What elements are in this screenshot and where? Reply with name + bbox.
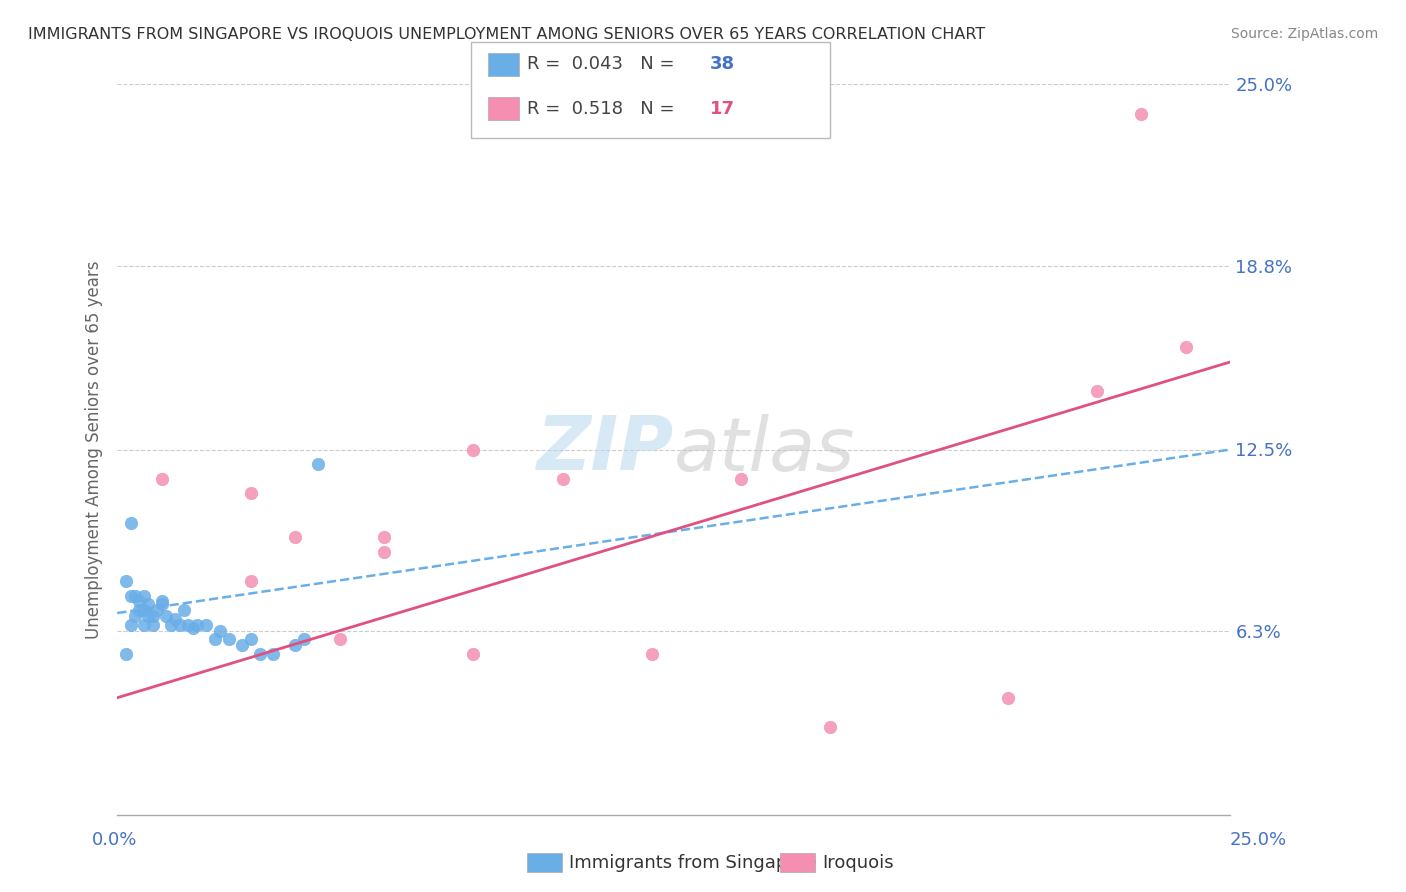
- Point: [373, 545, 395, 559]
- Text: Immigrants from Singapore: Immigrants from Singapore: [569, 854, 817, 871]
- Point: [132, 603, 155, 617]
- Y-axis label: Unemployment Among Seniors over 65 years: Unemployment Among Seniors over 65 years: [86, 260, 103, 639]
- Point: [120, 617, 142, 632]
- Point: [239, 632, 262, 647]
- Point: [1130, 106, 1153, 120]
- Text: R =  0.043   N =: R = 0.043 N =: [527, 55, 681, 73]
- Point: [463, 647, 485, 661]
- Text: ZIP: ZIP: [537, 413, 673, 486]
- Point: [124, 609, 146, 624]
- Text: IMMIGRANTS FROM SINGAPORE VS IROQUOIS UNEMPLOYMENT AMONG SENIORS OVER 65 YEARS C: IMMIGRANTS FROM SINGAPORE VS IROQUOIS UN…: [28, 27, 986, 42]
- Point: [115, 574, 138, 588]
- Point: [373, 530, 395, 544]
- Point: [120, 589, 142, 603]
- Point: [132, 617, 155, 632]
- Point: [173, 603, 195, 617]
- Text: atlas: atlas: [673, 414, 855, 485]
- Point: [239, 574, 262, 588]
- Point: [292, 632, 315, 647]
- Point: [150, 472, 173, 486]
- Text: 38: 38: [710, 55, 735, 73]
- Point: [284, 530, 307, 544]
- Point: [463, 442, 485, 457]
- Text: 25.0%: 25.0%: [1229, 831, 1286, 849]
- Point: [284, 638, 307, 652]
- Point: [150, 597, 173, 611]
- Point: [169, 617, 191, 632]
- Point: [208, 624, 231, 638]
- Point: [177, 617, 200, 632]
- Point: [146, 603, 169, 617]
- Point: [124, 589, 146, 603]
- Point: [1085, 384, 1108, 398]
- Point: [218, 632, 240, 647]
- Point: [640, 647, 662, 661]
- Point: [138, 597, 160, 611]
- Text: 0.0%: 0.0%: [91, 831, 136, 849]
- Point: [142, 609, 165, 624]
- Point: [551, 472, 574, 486]
- Point: [231, 638, 253, 652]
- Point: [730, 472, 752, 486]
- Point: [132, 589, 155, 603]
- Point: [138, 609, 160, 624]
- Point: [1174, 340, 1197, 354]
- Point: [204, 632, 226, 647]
- Point: [307, 457, 329, 471]
- Point: [120, 516, 142, 530]
- Point: [159, 617, 181, 632]
- Point: [155, 609, 177, 624]
- Point: [128, 603, 150, 617]
- Point: [262, 647, 284, 661]
- Text: Source: ZipAtlas.com: Source: ZipAtlas.com: [1230, 27, 1378, 41]
- Point: [150, 594, 173, 608]
- Point: [181, 621, 204, 635]
- Point: [142, 617, 165, 632]
- Point: [195, 617, 218, 632]
- Point: [165, 612, 187, 626]
- Point: [239, 486, 262, 500]
- Point: [249, 647, 271, 661]
- Point: [186, 617, 208, 632]
- Text: Iroquois: Iroquois: [823, 854, 894, 871]
- Point: [997, 690, 1019, 705]
- Text: 17: 17: [710, 100, 735, 118]
- Text: R =  0.518   N =: R = 0.518 N =: [527, 100, 681, 118]
- Point: [329, 632, 352, 647]
- Point: [128, 594, 150, 608]
- Point: [818, 720, 841, 734]
- Point: [115, 647, 138, 661]
